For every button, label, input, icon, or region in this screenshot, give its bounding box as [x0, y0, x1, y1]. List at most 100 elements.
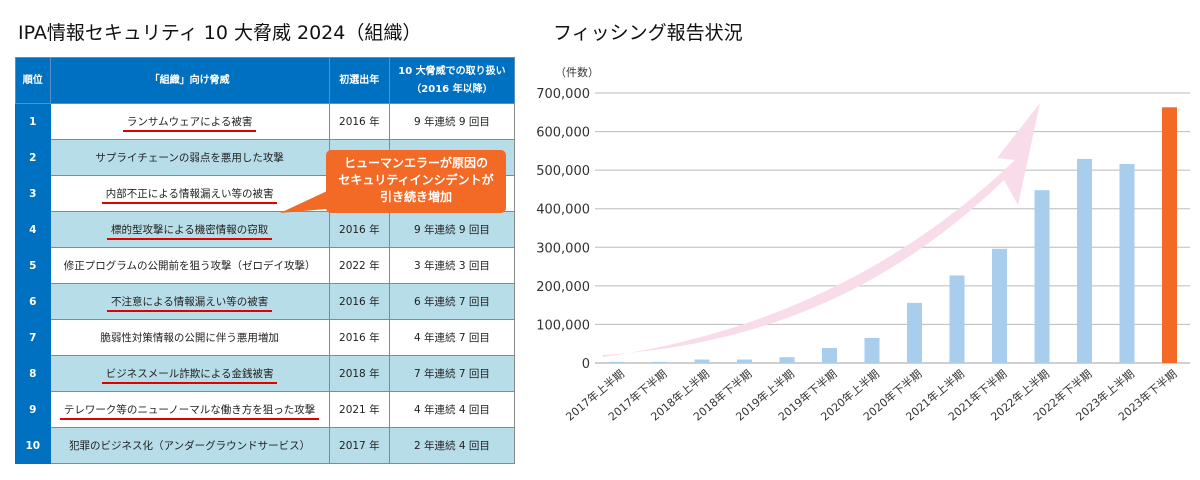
count: 3 年連続 3 回目	[414, 260, 490, 272]
count-cell: 4 年連続 7 回目	[388, 319, 516, 356]
threat: 脆弱性対策情報の公開に伴う悪用増加	[100, 332, 279, 344]
rank: 5	[29, 259, 37, 272]
count: 6 年連続 7 回目	[414, 296, 490, 308]
threat-cell: 内部不正による情報漏えい等の被害	[49, 175, 330, 212]
first-year: 2022 年	[339, 260, 380, 272]
threat-cell: 犯罪のビジネス化（アンダーグラウンドサービス）	[49, 427, 330, 464]
threat-cell: サプライチェーンの弱点を悪用した攻撃	[49, 139, 330, 176]
y-tick-label: 400,000	[536, 203, 590, 218]
bar	[652, 361, 667, 363]
y-tick-label: 700,000	[536, 87, 590, 102]
count-cell: 3 年連続 3 回目	[388, 247, 516, 284]
y-tick-label: 500,000	[536, 164, 590, 179]
threat-cell: 不注意による情報漏えい等の被害	[49, 283, 330, 320]
bar	[1162, 107, 1177, 364]
bar	[1077, 158, 1092, 363]
bar	[737, 359, 752, 363]
rank-cell: 8	[15, 355, 51, 392]
callout-bubble: ヒューマンエラーが原因の セキュリティインシデントが 引き続き増加	[326, 150, 506, 213]
rank: 7	[29, 331, 37, 344]
threats-table: 順位 「組織」向け脅威 初選出年 10 大脅威での取り扱い （2016 年以降） …	[15, 57, 516, 464]
y-tick-label: 300,000	[536, 241, 590, 256]
header-count-line2: （2016 年以降）	[411, 83, 493, 95]
first-year: 2016 年	[339, 116, 380, 128]
threat-cell: 標的型攻撃による機密情報の窃取	[49, 211, 330, 248]
first-year-cell: 2021 年	[328, 391, 390, 428]
y-tick-label: 0	[582, 357, 590, 372]
threat: 標的型攻撃による機密情報の窃取	[107, 224, 273, 240]
count-cell: 9 年連続 9 回目	[388, 211, 516, 248]
table-row: 4 標的型攻撃による機密情報の窃取 2016 年 9 年連続 9 回目	[15, 211, 516, 248]
chart-title: フィッシング報告状況	[553, 22, 743, 44]
first-year: 2016 年	[339, 296, 380, 308]
count-cell: 2 年連続 4 回目	[388, 427, 516, 464]
rank-cell: 4	[15, 211, 51, 248]
threat-cell: 脆弱性対策情報の公開に伴う悪用増加	[49, 319, 330, 356]
header-year: 初選出年	[328, 57, 390, 104]
first-year-cell: 2017 年	[328, 427, 390, 464]
bar	[694, 359, 710, 363]
threat: ランサムウェアによる被害	[122, 116, 257, 132]
header-threat: 「組織」向け脅威	[49, 57, 330, 104]
callout-line: ヒューマンエラーが原因の	[343, 156, 488, 170]
threat-cell: 修正プログラムの公開前を狙う攻撃（ゼロデイ攻撃）	[49, 247, 330, 284]
rank: 4	[29, 223, 37, 236]
rank-cell: 10	[15, 427, 51, 464]
left-title: IPA情報セキュリティ 10 大脅威 2024（組織）	[18, 22, 422, 44]
rank: 10	[25, 439, 41, 452]
rank-cell: 2	[15, 139, 51, 176]
threat: 不注意による情報漏えい等の被害	[107, 296, 273, 312]
rank: 1	[29, 115, 37, 128]
count: 4 年連続 7 回目	[414, 332, 490, 344]
first-year: 2016 年	[339, 332, 380, 344]
count: 4 年連続 4 回目	[414, 404, 490, 416]
y-tick-label: 200,000	[536, 280, 590, 295]
bar	[1119, 163, 1135, 363]
y-tick-label: 100,000	[536, 318, 590, 333]
bar	[609, 361, 625, 363]
first-year: 2017 年	[339, 440, 380, 452]
rank: 8	[29, 367, 37, 380]
table-row: 5 修正プログラムの公開前を狙う攻撃（ゼロデイ攻撃） 2022 年 3 年連続 3 回…	[15, 247, 516, 284]
bar	[907, 302, 922, 363]
bar	[822, 347, 837, 363]
threat: 内部不正による情報漏えい等の被害	[101, 188, 278, 204]
first-year-cell: 2022 年	[328, 247, 390, 284]
first-year-cell: 2018 年	[328, 355, 390, 392]
count: 9 年連続 9 回目	[414, 224, 490, 236]
count-cell: 9 年連続 9 回目	[388, 103, 516, 140]
table-row: 10 犯罪のビジネス化（アンダーグラウンドサービス） 2017 年 2 年連続 4 回…	[15, 427, 516, 464]
threat: ビジネスメール詐欺による金銭被害	[101, 368, 278, 384]
trend-arrow	[603, 103, 1040, 357]
threat: 犯罪のビジネス化（アンダーグラウンドサービス）	[69, 440, 311, 452]
rank: 3	[29, 187, 37, 200]
count: 7 年連続 7 回目	[414, 368, 490, 380]
first-year-cell: 2016 年	[328, 103, 390, 140]
header-count-line1: 10 大脅威での取り扱い	[398, 65, 506, 77]
count: 2 年連続 4 回目	[414, 440, 490, 452]
rank-cell: 7	[15, 319, 51, 356]
first-year-cell: 2016 年	[328, 211, 390, 248]
callout-line: 引き続き増加	[379, 190, 452, 204]
callout-line: セキュリティインシデントが	[338, 173, 494, 187]
count: 9 年連続 9 回目	[414, 116, 490, 128]
y-axis-unit: （件数）	[555, 66, 599, 79]
bar	[1034, 190, 1050, 363]
count-cell: 6 年連続 7 回目	[388, 283, 516, 320]
first-year: 2016 年	[339, 224, 380, 236]
threat: サプライチェーンの弱点を悪用した攻撃	[95, 152, 284, 164]
bar	[949, 275, 965, 363]
rank: 6	[29, 295, 37, 308]
header-rank: 順位	[15, 57, 51, 104]
rank: 2	[29, 151, 37, 164]
threat-cell: ランサムウェアによる被害	[49, 103, 330, 140]
first-year: 2021 年	[339, 404, 380, 416]
rank: 9	[29, 403, 37, 416]
count-cell: 7 年連続 7 回目	[388, 355, 516, 392]
threat: 修正プログラムの公開前を狙う攻撃（ゼロデイ攻撃）	[63, 260, 316, 272]
table-row: 1 ランサムウェアによる被害 2016 年 9 年連続 9 回目	[15, 103, 516, 140]
y-tick-label: 600,000	[536, 126, 590, 141]
rank-cell: 5	[15, 247, 51, 284]
count-cell: 4 年連続 4 回目	[388, 391, 516, 428]
